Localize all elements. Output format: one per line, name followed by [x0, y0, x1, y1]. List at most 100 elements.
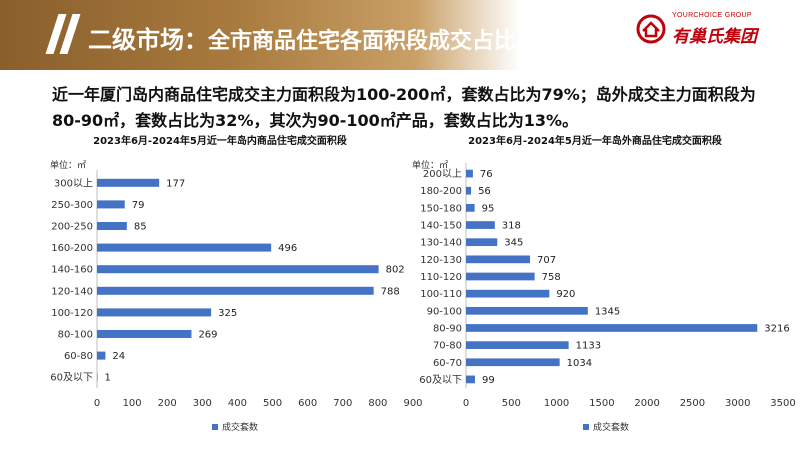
logo-mark-icon — [636, 14, 666, 44]
chart-inner-bar — [97, 286, 374, 295]
chart-outer-category-label: 120-130 — [420, 255, 462, 266]
chart-outer-bar — [466, 289, 550, 298]
chart-island-outer: 2023年6月-2024年5月近一年岛外商品住宅成交面积段单位：㎡ 200以上 76… — [410, 132, 800, 433]
chart-inner-legend-label: 成交套数 — [222, 421, 258, 433]
chart-outer-value-label: 1345 — [595, 306, 620, 317]
chart-outer-category-label: 130-140 — [420, 238, 462, 249]
chart-inner-category-label: 60-80 — [64, 351, 93, 362]
chart-outer-x-tick-label: 1000 — [544, 398, 569, 409]
chart-inner-bar — [97, 222, 127, 230]
chart-outer-category-label: 90-100 — [427, 306, 462, 317]
chart-inner-bar — [97, 373, 98, 382]
chart-outer-value-label: 345 — [504, 238, 523, 249]
chart-outer-category-label: 200以上 — [423, 168, 462, 180]
chart-outer-x-tick-label: 1500 — [589, 398, 614, 409]
chart-outer-category-label: 60-70 — [433, 358, 462, 369]
chart-inner-value-label: 325 — [218, 308, 237, 319]
chart-inner-x-tick-label: 200 — [158, 398, 177, 409]
chart-inner-bar — [97, 330, 192, 338]
chart-inner-bar — [97, 200, 125, 209]
chart-inner-category-label: 60及以下 — [50, 372, 93, 384]
chart-outer-category-label: 60及以下 — [419, 374, 462, 386]
chart-inner-bar — [97, 243, 272, 252]
chart-outer-value-label: 318 — [502, 221, 521, 232]
chart-inner-value-label: 24 — [112, 351, 125, 362]
chart-outer-value-label: 1034 — [567, 358, 592, 369]
chart-inner-value-label: 177 — [166, 178, 185, 189]
chart-outer-bar — [466, 272, 535, 281]
chart-inner-title: 2023年6月-2024年5月近一年岛内商品住宅成交面积段 — [93, 134, 347, 147]
chart-outer-category-label: 80-90 — [433, 323, 462, 334]
chart-outer-legend-swatch — [583, 424, 589, 430]
chart-inner-unit-label: 单位：㎡ — [50, 159, 86, 171]
chart-outer-value-label: 95 — [482, 203, 495, 214]
chart-inner-x-tick-label: 700 — [333, 398, 352, 409]
chart-outer-value-label: 1133 — [576, 341, 601, 352]
chart-outer-legend-label: 成交套数 — [593, 421, 629, 433]
chart-outer-value-label: 99 — [482, 375, 495, 386]
chart-inner-x-tick-label: 900 — [403, 398, 422, 409]
chart-outer-unit-label: 单位：㎡ — [412, 159, 448, 171]
chart-island-inner: 2023年6月-2024年5月近一年岛内商品住宅成交面积段 单位：㎡ 300以上 17… — [40, 132, 430, 433]
chart-inner-x-tick-label: 0 — [94, 398, 100, 409]
chart-inner-x-tick-label: 800 — [368, 398, 387, 409]
chart-inner-x-tick-label: 500 — [263, 398, 282, 409]
chart-inner-bar — [97, 265, 379, 274]
chart-outer-bar — [466, 221, 495, 229]
chart-outer-bar — [466, 324, 758, 332]
chart-outer-category-label: 70-80 — [433, 341, 462, 352]
chart-outer-value-label: 920 — [556, 289, 575, 300]
chart-inner-x-tick-label: 300 — [193, 398, 212, 409]
chart-inner-legend-swatch — [212, 424, 218, 430]
chart-outer-bar — [466, 186, 472, 195]
chart-outer-value-label: 76 — [480, 169, 493, 180]
chart-inner-x-tick-label: 400 — [228, 398, 247, 409]
page-title-main: 二级市场： — [88, 26, 208, 54]
chart-inner-value-label: 788 — [381, 286, 400, 297]
company-logo: YOURCHOICE GROUP 有巢氏集团 — [636, 10, 786, 50]
chart-inner-value-label: 1 — [105, 373, 111, 384]
chart-outer-bar — [466, 306, 588, 315]
chart-inner-x-tick-label: 600 — [298, 398, 317, 409]
chart-outer-category-label: 100-110 — [420, 289, 462, 300]
chart-inner-bar — [97, 178, 160, 187]
chart-outer-value-label: 56 — [478, 186, 491, 197]
chart-inner-value-label: 802 — [386, 265, 405, 276]
chart-outer-value-label: 758 — [542, 272, 561, 283]
chart-inner-category-label: 300以上 — [54, 177, 93, 189]
chart-outer-bar — [466, 169, 473, 178]
chart-inner-value-label: 85 — [134, 222, 147, 233]
header-bar: 二级市场：全市商品住宅各面积段成交占比（按套数） — [0, 0, 626, 70]
chart-outer-category-label: 140-150 — [420, 221, 462, 232]
chart-outer-x-tick-label: 2000 — [634, 398, 659, 409]
chart-inner-bar — [97, 351, 106, 360]
chart-inner-value-label: 269 — [198, 330, 217, 341]
page-title: 二级市场：全市商品住宅各面积段成交占比（按套数） — [88, 20, 626, 55]
chart-outer-bar — [466, 255, 531, 264]
chart-outer-x-tick-label: 0 — [463, 398, 469, 409]
chart-outer-category-label: 180-200 — [420, 186, 462, 197]
chart-inner-category-label: 100-120 — [51, 308, 93, 319]
chart-outer-bar — [466, 204, 475, 212]
chart-inner-category-label: 80-100 — [58, 330, 93, 341]
chart-outer-x-tick-label: 3500 — [770, 398, 795, 409]
chart-outer-category-label: 110-120 — [420, 272, 462, 283]
chart-inner-category-label: 250-300 — [51, 200, 93, 211]
page-title-sub: 全市商品住宅各面积段成交占比（按套数） — [208, 29, 627, 54]
chart-outer-value-label: 707 — [537, 255, 556, 266]
chart-outer-title: 2023年6月-2024年5月近一年岛外商品住宅成交面积段 — [468, 134, 722, 147]
chart-inner-x-tick-label: 100 — [123, 398, 142, 409]
chart-inner-bar — [97, 308, 212, 317]
chart-outer-bar — [466, 341, 569, 349]
chart-inner-category-label: 200-250 — [51, 222, 93, 233]
chart-inner-value-label: 79 — [132, 200, 145, 211]
chart-outer-bar — [466, 375, 475, 384]
chart-outer-value-label: 3216 — [764, 323, 789, 334]
chart-outer-bar — [466, 238, 498, 247]
chart-inner-category-label: 120-140 — [51, 286, 93, 297]
logo-chinese: 有巢氏集团 — [672, 27, 757, 47]
chart-outer-x-tick-label: 3000 — [725, 398, 750, 409]
chart-inner-value-label: 496 — [278, 243, 297, 254]
